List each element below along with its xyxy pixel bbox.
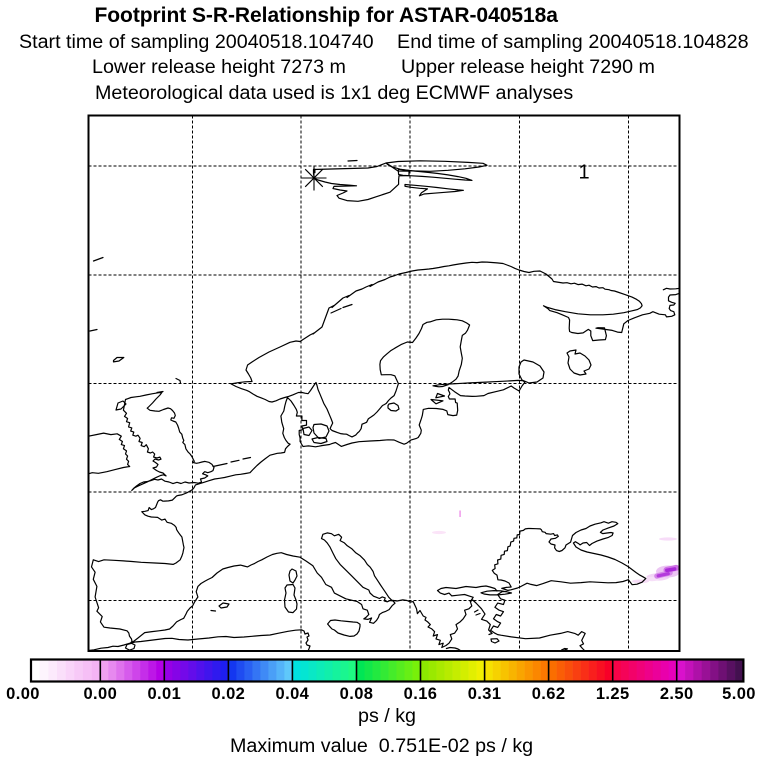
svg-text:1: 1 — [579, 162, 590, 184]
